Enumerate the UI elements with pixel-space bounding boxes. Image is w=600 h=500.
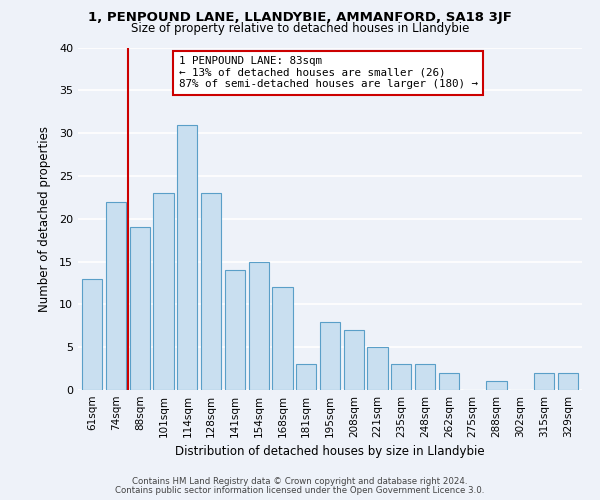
Bar (82, 278, 103, 390)
Bar (225, 270, 245, 390)
X-axis label: Distribution of detached houses by size in Llandybie: Distribution of detached houses by size … (175, 446, 485, 458)
Bar (415, 364, 435, 390)
Bar (296, 364, 316, 390)
Bar (130, 228, 150, 390)
Bar (106, 202, 126, 390)
Y-axis label: Number of detached properties: Number of detached properties (38, 126, 50, 312)
Bar (534, 373, 554, 390)
Bar (487, 382, 506, 390)
Text: Size of property relative to detached houses in Llandybie: Size of property relative to detached ho… (131, 22, 469, 35)
Text: 1 PENPOUND LANE: 83sqm
← 13% of detached houses are smaller (26)
87% of semi-det: 1 PENPOUND LANE: 83sqm ← 13% of detached… (179, 56, 478, 90)
Bar (177, 124, 197, 390)
Bar (248, 262, 269, 390)
Text: Contains HM Land Registry data © Crown copyright and database right 2024.: Contains HM Land Registry data © Crown c… (132, 478, 468, 486)
Bar (154, 193, 173, 390)
Bar (391, 364, 412, 390)
Bar (201, 193, 221, 390)
Bar (272, 287, 293, 390)
Text: 1, PENPOUND LANE, LLANDYBIE, AMMANFORD, SA18 3JF: 1, PENPOUND LANE, LLANDYBIE, AMMANFORD, … (88, 12, 512, 24)
Bar (320, 322, 340, 390)
Bar (557, 373, 578, 390)
Bar (367, 347, 388, 390)
Bar (439, 373, 459, 390)
Bar (344, 330, 364, 390)
Text: Contains public sector information licensed under the Open Government Licence 3.: Contains public sector information licen… (115, 486, 485, 495)
